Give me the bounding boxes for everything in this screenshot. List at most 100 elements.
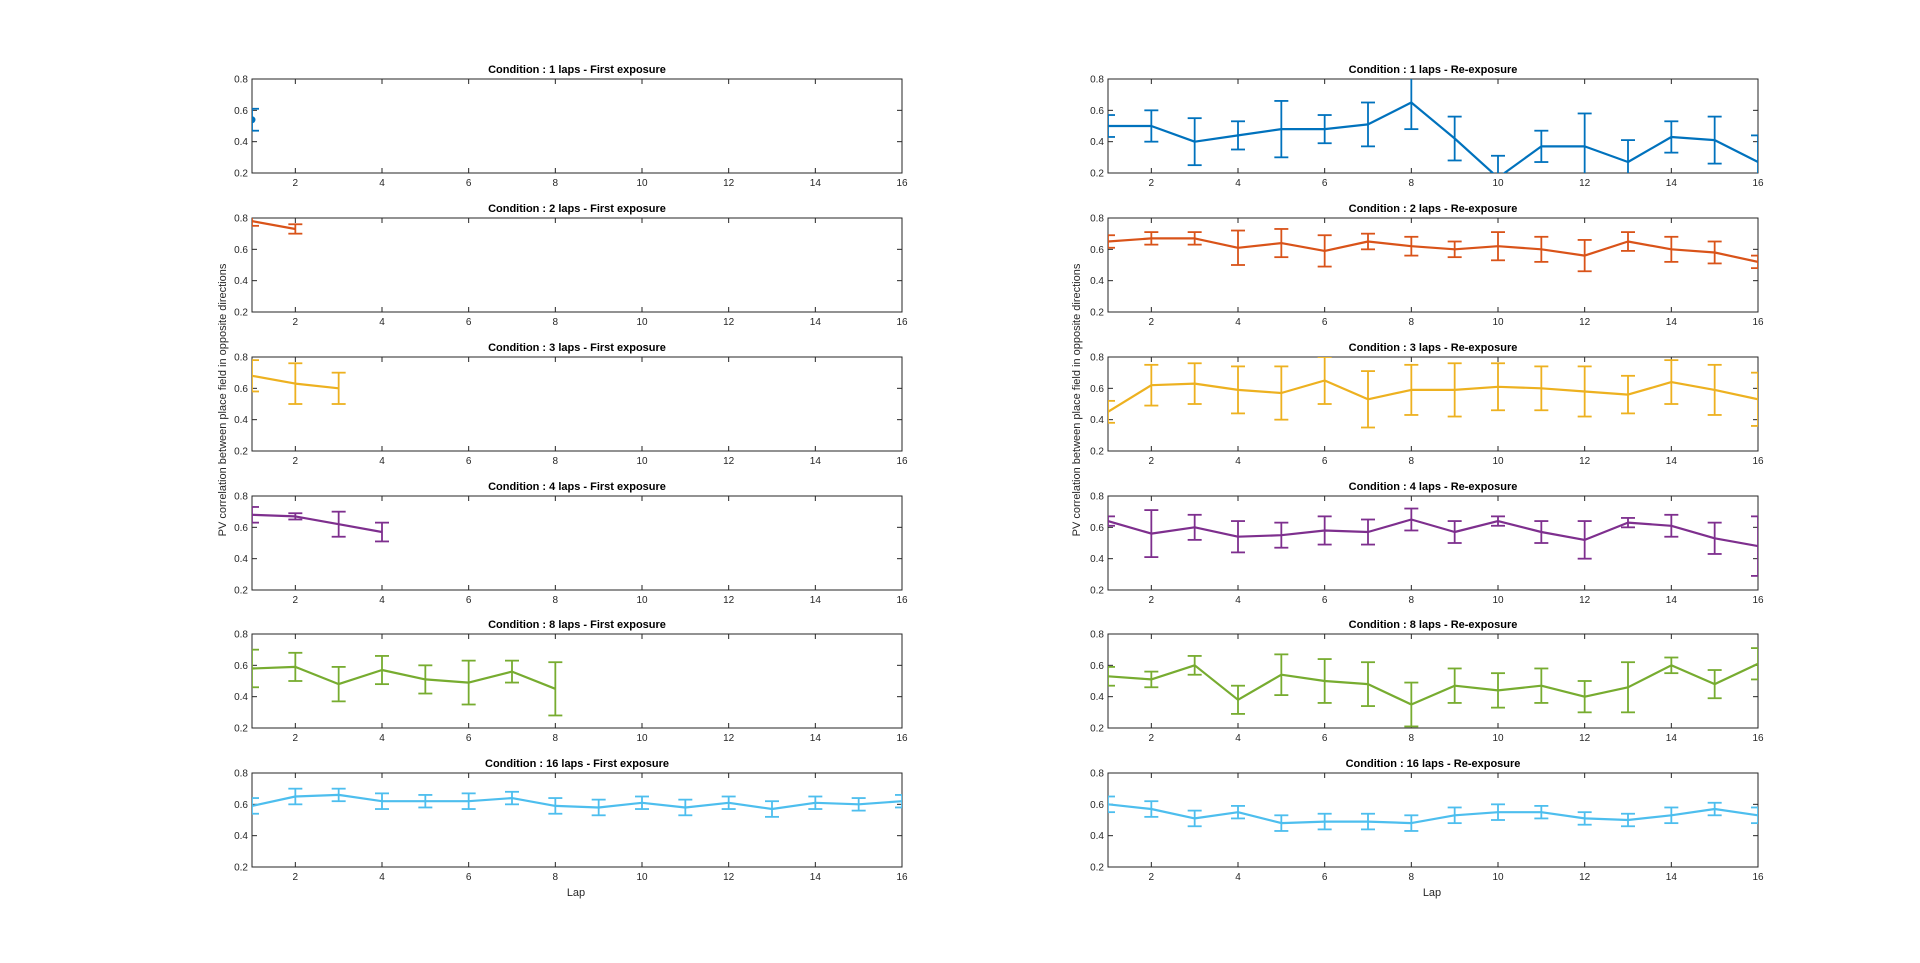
x-tick-label: 12 (723, 595, 735, 606)
x-tick-label: 16 (1752, 178, 1764, 189)
x-tick-label: 14 (1666, 595, 1678, 606)
x-tick-label: 10 (636, 872, 648, 883)
x-tick-label: 4 (1235, 733, 1241, 744)
series-3 (252, 218, 303, 235)
y-tick-label: 0.8 (234, 630, 248, 641)
x-tick-label: 6 (1322, 733, 1328, 744)
x-tick-label: 12 (723, 456, 735, 467)
series-line (252, 793, 902, 811)
x-tick-label: 10 (1492, 178, 1504, 189)
y-tick-label: 0.6 (1090, 384, 1104, 395)
y-tick-label: 0.8 (1090, 769, 1104, 780)
series-line (1108, 237, 1758, 263)
axes-box (251, 217, 903, 313)
series-2 (1108, 79, 1758, 173)
subplot-2: Condition : 1 laps - Re-exposure 2 4 6 8 10 12… (1090, 64, 1764, 189)
y-tick-label: 0.4 (1090, 276, 1104, 287)
x-tick-label: 2 (1149, 178, 1155, 189)
x-tick-label: 12 (723, 178, 735, 189)
x-tick-label: 16 (1752, 872, 1764, 883)
series-6 (1108, 357, 1758, 429)
axes-box (251, 356, 903, 452)
x-tick-label: 6 (466, 178, 472, 189)
x-tick-label: 16 (896, 178, 908, 189)
x-tick-label: 8 (553, 733, 559, 744)
y-tick-label: 0.4 (1090, 137, 1104, 148)
y-tick-label: 0.4 (1090, 831, 1104, 842)
y-tick-label: 0.8 (234, 492, 248, 503)
y-tick-label: 0.6 (234, 661, 248, 672)
y-tick-label: 0.8 (1090, 353, 1104, 364)
x-tick-label: 12 (1579, 872, 1591, 883)
subplot-title: Condition : 3 laps - Re-exposure (1349, 342, 1518, 354)
subplot-title: Condition : 3 laps - First exposure (488, 342, 666, 354)
series-line (252, 513, 383, 534)
x-tick-label: 6 (466, 317, 472, 328)
series-5 (252, 359, 346, 405)
y-tick-label: 0.8 (234, 353, 248, 364)
data-point (252, 116, 256, 124)
y-tick-label: 0.8 (1090, 630, 1104, 641)
series-7 (252, 506, 389, 543)
y-tick-label: 0.2 (1090, 308, 1104, 319)
x-tick-label: 10 (636, 317, 648, 328)
y-tick-label: 0.2 (234, 863, 248, 874)
subplot-3: Condition : 2 laps - First exposure 2 4 6 8 1… (234, 203, 908, 328)
x-tick-label: 10 (1492, 317, 1504, 328)
x-tick-label: 6 (466, 872, 472, 883)
x-tick-label: 8 (1409, 456, 1415, 467)
subplot-grid: Condition : 1 laps - First exposure 2 4 6 8 1… (234, 64, 1764, 883)
x-tick-label: 4 (379, 595, 385, 606)
x-tick-label: 4 (379, 317, 385, 328)
y-tick-label: 0.8 (234, 75, 248, 86)
x-tick-label: 2 (293, 456, 299, 467)
y-tick-label: 0.8 (1090, 214, 1104, 225)
x-tick-label: 2 (293, 872, 299, 883)
series-1 (252, 107, 259, 132)
x-tick-label: 10 (636, 178, 648, 189)
x-tick-label: 8 (553, 456, 559, 467)
x-tick-label: 4 (1235, 456, 1241, 467)
x-tick-label: 4 (379, 456, 385, 467)
x-tick-label: 4 (1235, 178, 1241, 189)
x-tick-label: 16 (1752, 317, 1764, 328)
x-tick-label: 6 (466, 595, 472, 606)
x-tick-label: 8 (553, 178, 559, 189)
subplot-title: Condition : 2 laps - First exposure (488, 203, 666, 215)
x-tick-label: 2 (1149, 317, 1155, 328)
x-tick-label: 6 (1322, 595, 1328, 606)
subplot-4: Condition : 2 laps - Re-exposure 2 4 6 8 10 12… (1090, 203, 1764, 328)
x-tick-label: 8 (1409, 317, 1415, 328)
y-tick-label: 0.2 (1090, 586, 1104, 597)
x-tick-label: 2 (293, 178, 299, 189)
x-tick-label: 14 (810, 456, 822, 467)
y-tick-label: 0.2 (1090, 724, 1104, 735)
x-tick-label: 16 (1752, 733, 1764, 744)
axes-box (251, 495, 903, 591)
subplot-11: Condition : 16 laps - First exposure 2 4 6 8… (234, 758, 908, 883)
x-tick-label: 2 (1149, 456, 1155, 467)
axes-box (251, 633, 903, 729)
x-tick-label: 16 (896, 456, 908, 467)
y-tick-label: 0.4 (234, 415, 248, 426)
subplot-title: Condition : 16 laps - First exposure (485, 758, 669, 770)
x-tick-label: 4 (379, 872, 385, 883)
x-tick-label: 16 (896, 595, 908, 606)
x-tick-label: 12 (1579, 178, 1591, 189)
x-tick-label: 8 (1409, 595, 1415, 606)
axes-box (1107, 78, 1759, 174)
y-tick-label: 0.4 (234, 692, 248, 703)
series-12 (1108, 795, 1758, 832)
x-tick-label: 2 (293, 595, 299, 606)
y-tick-label: 0.6 (1090, 523, 1104, 534)
series-line (252, 665, 556, 690)
subplot-title: Condition : 4 laps - Re-exposure (1349, 481, 1518, 493)
y-tick-label: 0.6 (234, 106, 248, 117)
axes-box (1107, 633, 1759, 729)
y-tick-label: 0.6 (1090, 245, 1104, 256)
x-tick-label: 2 (1149, 872, 1155, 883)
x-tick-label: 2 (1149, 595, 1155, 606)
y-tick-label: 0.6 (234, 245, 248, 256)
subplot-title: Condition : 16 laps - Re-exposure (1346, 758, 1521, 770)
